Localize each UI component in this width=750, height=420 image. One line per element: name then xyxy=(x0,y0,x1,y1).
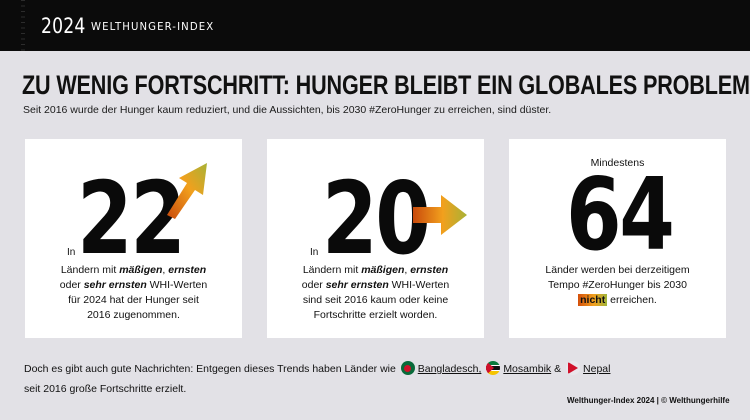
header-brand: WELTHUNGER-INDEX xyxy=(91,20,215,33)
decorative-ticks xyxy=(21,0,25,51)
card-number: 22 xyxy=(77,160,186,277)
card-number: 20 xyxy=(322,160,431,277)
nepal-flag-icon xyxy=(566,361,581,375)
card-description: Länder werden bei derzeitigem Tempo #Zer… xyxy=(545,264,690,306)
card-number: 64 xyxy=(566,156,675,273)
card-prefix: In xyxy=(310,247,319,258)
card-description: Ländern mit mäßigen, ernsten oder sehr e… xyxy=(59,264,208,321)
header-year: 2024 xyxy=(41,14,86,38)
card-prefix: In xyxy=(67,247,76,258)
good-news-text: Doch es gibt auch gute Nachrichten: Entg… xyxy=(24,361,611,395)
credit-line: Welthunger-Index 2024 | © Welthungerhilf… xyxy=(567,396,730,405)
arrow-right-icon xyxy=(413,195,467,235)
stat-card-increase: In 22 Ländern mit mäßigen, ernsten oder … xyxy=(25,139,242,338)
arrow-up-right-icon xyxy=(167,163,207,219)
highlight-nicht: nicht xyxy=(578,294,608,306)
mozambique-flag-icon xyxy=(486,361,501,375)
country-link-mozambique[interactable]: Mosambik xyxy=(503,363,552,375)
page-title: ZU WENIG FORTSCHRITT: HUNGER BLEIBT EIN … xyxy=(22,70,750,100)
card-prefix: Mindestens xyxy=(590,157,645,169)
stat-card-stagnation: In 20 Ländern mit mäßigen, ernsten oder … xyxy=(267,139,484,338)
country-link-bangladesh[interactable]: Bangladesch, xyxy=(417,363,482,375)
top-bar: 2024 WELTHUNGER-INDEX xyxy=(0,0,750,51)
card-description: Ländern mit mäßigen, ernsten oder sehr e… xyxy=(301,264,450,321)
page-subtitle: Seit 2016 wurde der Hunger kaum reduzier… xyxy=(23,104,552,116)
country-link-nepal[interactable]: Nepal xyxy=(583,363,611,375)
bangladesh-flag-icon xyxy=(400,361,415,375)
stat-card-zero-hunger: Mindestens 64 Länder werden bei derzeiti… xyxy=(509,139,726,338)
